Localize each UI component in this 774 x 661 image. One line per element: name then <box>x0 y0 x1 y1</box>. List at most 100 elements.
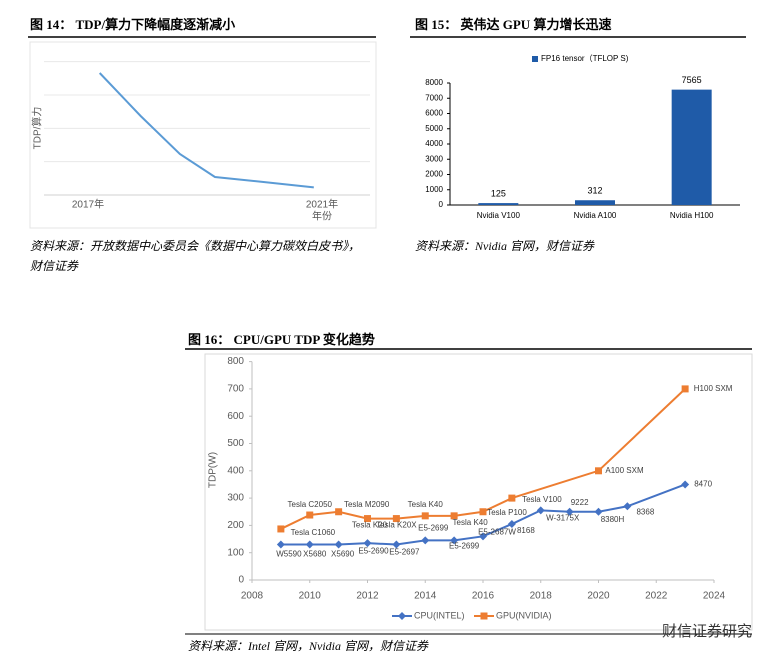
point <box>594 507 603 516</box>
point-label: E5-2690 <box>358 546 389 555</box>
series-line <box>280 388 686 530</box>
point <box>595 467 602 475</box>
x-tick-label: 2010 <box>299 591 322 602</box>
series-line <box>98 72 314 189</box>
point-label: Tesla P100 <box>487 508 527 517</box>
y-tick-label: 1000 <box>425 185 443 194</box>
point <box>623 502 632 511</box>
y-tick-label: 600 <box>227 411 244 422</box>
point-label: W-3175X <box>546 513 580 522</box>
point-label: E5-2699 <box>449 542 480 551</box>
x-tick-label: 2014 <box>414 591 437 602</box>
point-label: E5-2699 <box>418 524 449 533</box>
point-label: W5590 <box>276 550 302 559</box>
y-tick-label: 3000 <box>425 154 443 163</box>
x-tick-label: 2012 <box>356 591 379 602</box>
bar <box>478 203 519 205</box>
point <box>508 494 516 502</box>
point-label: E5-2687W <box>478 527 516 536</box>
point <box>305 540 314 549</box>
point-label: Tesla V100 <box>522 495 562 504</box>
y-tick-label: 800 <box>227 356 244 367</box>
watermark: 财信证券研究 <box>661 622 752 640</box>
y-axis-title: TDP(W) <box>208 452 219 488</box>
x-tick-label: Nvidia H100 <box>670 211 714 220</box>
value-label: 7565 <box>682 75 702 85</box>
point <box>421 536 430 545</box>
y-tick-label: 0 <box>439 200 444 209</box>
x-tick-label: 2018 <box>530 591 553 602</box>
legend-label: FP16 tensor（TFLOP S) <box>541 54 629 63</box>
x-tick-label: 2024 <box>703 591 726 602</box>
point <box>363 539 372 548</box>
y-tick-label: 700 <box>227 384 244 395</box>
point-label: X5680 <box>303 550 327 559</box>
y-tick-label: 400 <box>227 465 244 476</box>
x-tick-label: 2017年 <box>72 198 104 211</box>
point-label: 8168 <box>517 526 535 535</box>
point <box>681 480 690 489</box>
x-tick-label: 2021年 <box>306 198 338 211</box>
legend-marker <box>398 612 406 620</box>
point <box>335 508 343 516</box>
y-tick-label: 4000 <box>425 139 443 148</box>
point <box>507 520 516 529</box>
x-tick-label: 2020 <box>587 591 610 602</box>
point <box>565 507 574 516</box>
y-tick-label: 500 <box>227 438 244 449</box>
legend-marker <box>532 56 538 62</box>
point-label: Tesla K40 <box>408 500 444 509</box>
point <box>479 508 487 516</box>
x-tick-label: 2022 <box>645 591 668 602</box>
y-tick-label: 7000 <box>425 93 443 102</box>
point <box>276 540 285 549</box>
point-label: E5-2697 <box>389 548 420 557</box>
figure-title: 图 16： CPU/GPU TDP 变化趋势 <box>188 332 375 347</box>
y-tick-label: 8000 <box>425 78 443 87</box>
point-label: Tesla M2090 <box>344 500 390 509</box>
bar <box>671 89 712 205</box>
series-line <box>280 483 686 546</box>
point <box>364 515 371 523</box>
source-note: 资料来源：Nvidia 官网，财信证券 <box>415 239 594 253</box>
point <box>450 536 459 545</box>
figure-title: 图 15： 英伟达 GPU 算力增长迅速 <box>415 17 612 32</box>
plot-frame <box>29 41 377 229</box>
point-label: 8470 <box>694 480 712 489</box>
x-tick-label: Nvidia V100 <box>477 211 521 220</box>
point <box>479 532 487 541</box>
point-label: Tesla K20X <box>376 521 417 530</box>
point <box>681 385 689 393</box>
point-label: Tesla K40 <box>453 518 489 527</box>
point-label: Tesla K20 <box>352 521 388 530</box>
point-label: Tesla C1060 <box>291 528 336 537</box>
x-tick-label: 2008 <box>241 591 264 602</box>
legend-marker <box>480 612 488 620</box>
point <box>536 506 545 515</box>
bar <box>575 200 615 205</box>
y-tick-label: 6000 <box>425 109 443 118</box>
legend-label: CPU(INTEL) <box>414 610 465 620</box>
y-tick-label: 2000 <box>425 170 443 179</box>
y-tick-label: 200 <box>227 520 244 531</box>
y-tick-label: 5000 <box>425 124 443 133</box>
point <box>421 512 429 520</box>
point-label: H100 SXM <box>694 384 733 393</box>
point <box>277 525 285 533</box>
point-label: 9222 <box>571 498 589 507</box>
source-note: 资料来源：Intel 官网，Nvidia 官网，财信证券 <box>188 639 428 653</box>
value-label: 125 <box>491 188 506 198</box>
point <box>392 515 400 523</box>
x-tick-label: Nvidia A100 <box>574 211 617 220</box>
point <box>306 511 314 519</box>
point-label: Tesla C2050 <box>288 500 333 509</box>
x-axis-title: 年份 <box>312 210 332 223</box>
y-tick-label: 100 <box>227 547 244 558</box>
legend-label: GPU(NVIDIA) <box>496 610 552 620</box>
y-tick-label: 300 <box>227 493 244 504</box>
source-note: 资料来源：开放数据中心委员会《数据中心算力碳效白皮书》，财信证券 <box>30 239 361 273</box>
y-tick-label: 0 <box>238 575 244 586</box>
point-label: 8368 <box>636 507 654 516</box>
